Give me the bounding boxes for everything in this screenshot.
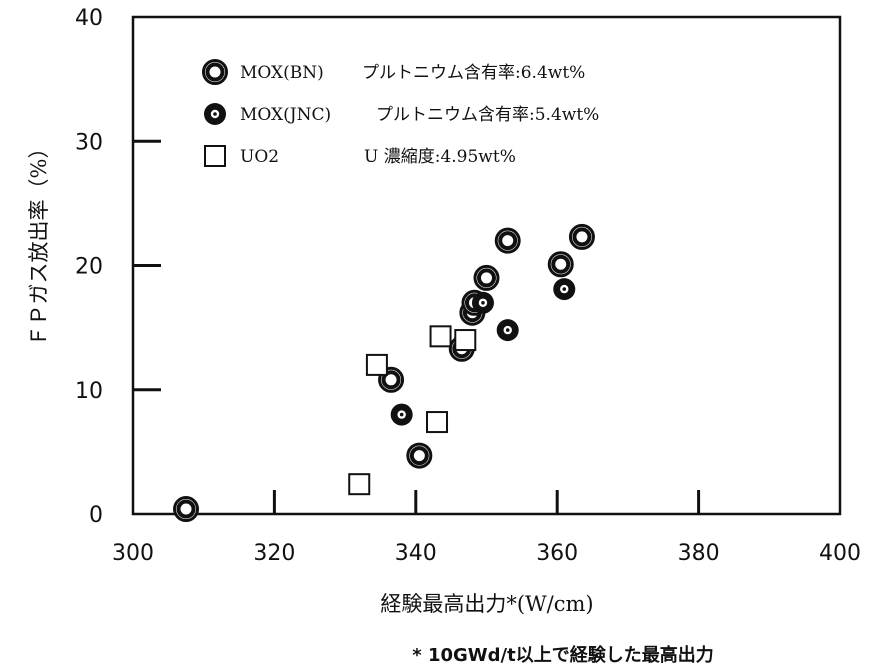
- data-points: [175, 225, 594, 520]
- legend-marker-icon: [204, 61, 227, 84]
- point-mox-jnc: [553, 278, 575, 300]
- x-tick-label: 300: [112, 541, 154, 566]
- point-uo2: [455, 330, 475, 350]
- legend-desc-uo2: U 濃縮度:4.95wt%: [364, 147, 516, 167]
- y-tick-label: 20: [75, 255, 103, 280]
- x-tick-label: 320: [253, 541, 295, 566]
- point-uo2: [431, 326, 451, 346]
- legend-label-mox-bn: MOX(BN): [240, 63, 324, 83]
- x-tick-label: 360: [536, 541, 578, 566]
- x-axis-title: 経験最高出力*(W/cm): [380, 592, 593, 616]
- point-mox-bn: [496, 229, 519, 252]
- point-uo2: [367, 355, 387, 375]
- legend-desc-mox-jnc: プルトニウム含有率:5.4wt%: [376, 105, 599, 125]
- point-mox-jnc: [391, 404, 413, 426]
- legend-label-mox-jnc: MOX(JNC): [240, 105, 331, 125]
- y-tick-label: 0: [89, 503, 103, 528]
- point-mox-bn: [475, 266, 498, 289]
- point-mox-bn: [570, 225, 593, 248]
- point-mox-bn: [549, 253, 572, 276]
- y-axis-title: ＦＰガス放出率（%）: [27, 138, 51, 347]
- point-mox-bn: [408, 444, 431, 467]
- point-uo2: [427, 412, 447, 432]
- point-mox-jnc: [472, 292, 494, 314]
- legend-marker-icon: [205, 146, 225, 166]
- point-mox-jnc: [497, 319, 519, 341]
- legend-marker-uo2: [205, 146, 225, 166]
- legend-marker-mox-jnc: [204, 103, 226, 125]
- y-tick-label: 10: [75, 379, 103, 404]
- legend-marker-mox-bn: [204, 61, 227, 84]
- x-tick-label: 340: [395, 541, 437, 566]
- footnote: * 10GWd/t以上で経験した最高出力: [412, 644, 713, 666]
- y-tick-label: 40: [75, 6, 103, 31]
- legend-desc-mox-bn: プルトニウム含有率:6.4wt%: [362, 63, 585, 83]
- point-uo2: [349, 474, 369, 494]
- y-tick-label: 30: [75, 130, 103, 155]
- legend-marker-icon: [204, 103, 226, 125]
- legend-label-uo2: UO2: [240, 147, 279, 167]
- axis-tick-labels: 300 320 340 360 380 400 0 10 20 30 40: [75, 6, 861, 566]
- point-mox-bn: [175, 498, 198, 521]
- x-tick-label: 400: [819, 541, 861, 566]
- x-tick-label: 380: [678, 541, 720, 566]
- legend: MOX(BN) プルトニウム含有率:6.4wt% MOX(JNC) プルトニウム…: [204, 61, 600, 168]
